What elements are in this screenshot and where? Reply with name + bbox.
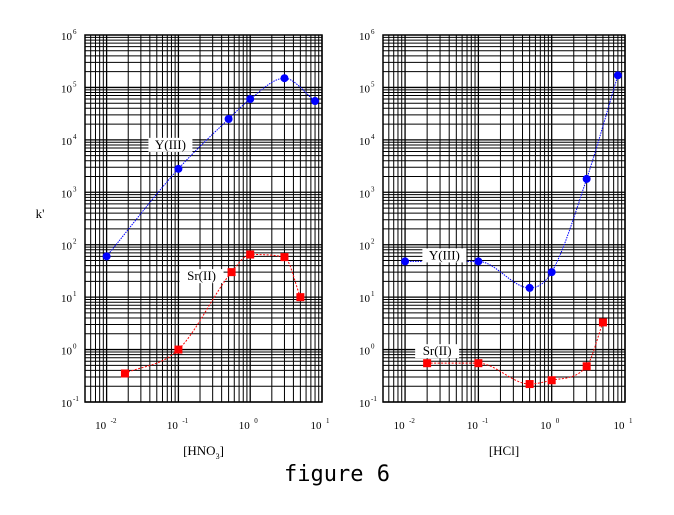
data-point — [423, 359, 432, 368]
y-tick-label-exponent: 4 — [371, 133, 375, 141]
y-tick-label-exponent: 5 — [73, 80, 77, 88]
data-point — [525, 380, 534, 389]
data-point — [174, 164, 183, 173]
x-tick-label-exponent: 0 — [556, 417, 560, 425]
x-tick-label-exponent: -1 — [482, 417, 488, 425]
y-tick-label: 10 — [61, 188, 73, 200]
x-tick-label-exponent: -2 — [409, 417, 415, 425]
y-tick-label-exponent: 4 — [73, 133, 77, 141]
data-point — [474, 257, 483, 266]
data-point — [246, 250, 255, 259]
y-tick-label-exponent: 3 — [371, 185, 375, 193]
x-tick-label: 10 — [311, 420, 323, 432]
y-tick-label: 10 — [359, 188, 371, 200]
series-line — [427, 322, 604, 385]
x-tick-label: 10 — [167, 420, 179, 432]
series-sr-ii: Sr(II) — [415, 318, 607, 389]
y-tick-label: 10 — [61, 241, 73, 253]
data-point — [613, 71, 622, 80]
series-line — [124, 254, 301, 374]
y-tick-label-exponent: 6 — [371, 28, 375, 36]
series-label: Y(III) — [429, 247, 460, 262]
series-label: Sr(II) — [187, 268, 216, 283]
x-tick-label-exponent: 1 — [629, 417, 633, 425]
series-y-iii: Y(III) — [401, 71, 622, 292]
data-point — [474, 359, 483, 368]
y-tick-label: 10 — [61, 31, 73, 43]
y-tick-label-exponent: 6 — [73, 28, 77, 36]
series-label-background — [179, 269, 224, 284]
x-tick-label-exponent: 1 — [326, 417, 330, 425]
series-label: Y(III) — [155, 137, 186, 152]
x-tick-label: 10 — [467, 420, 479, 432]
y-tick-label-exponent: 0 — [371, 343, 375, 351]
y-tick-label-exponent: 5 — [371, 80, 375, 88]
y-tick-label: 10 — [359, 136, 371, 148]
series-label-background — [422, 248, 467, 263]
series-label-background — [148, 137, 193, 152]
data-point — [582, 362, 591, 371]
plot-frame — [382, 34, 626, 403]
y-tick-label-exponent: 3 — [73, 185, 77, 193]
y-tick-label: 10 — [61, 398, 73, 410]
y-tick-label-exponent: 2 — [73, 238, 77, 246]
x-axis-label: [HNO3] — [183, 443, 224, 461]
y-tick-label: 10 — [61, 136, 73, 148]
data-point — [547, 268, 556, 277]
y-tick-label: 10 — [61, 346, 73, 358]
data-point — [120, 369, 129, 378]
y-tick-label-exponent: 2 — [371, 238, 375, 246]
chart-panel-2: 10 -2 10 -1 10 0 10 110 -110 010 110 210 310 410 510 6[… — [359, 28, 633, 458]
x-tick-label-exponent: 0 — [254, 417, 258, 425]
x-tick-label-exponent: -1 — [182, 417, 188, 425]
data-point — [224, 114, 233, 123]
figure-caption: figure 6 — [284, 462, 390, 487]
x-tick-label: 10 — [540, 420, 552, 432]
y-tick-label-exponent: 0 — [73, 343, 77, 351]
y-tick-label: 10 — [359, 83, 371, 95]
data-point — [582, 174, 591, 183]
y-tick-label: 10 — [61, 293, 73, 305]
y-tick-label-exponent: -1 — [371, 395, 377, 403]
y-tick-label: 10 — [61, 83, 73, 95]
data-point — [311, 97, 320, 106]
x-tick-label-exponent: -2 — [111, 417, 117, 425]
series-line — [106, 77, 316, 257]
gridlines — [84, 35, 323, 403]
y-tick-label: 10 — [359, 31, 371, 43]
data-point — [296, 293, 305, 302]
plot-frame — [84, 34, 323, 403]
data-point — [174, 345, 183, 354]
y-tick-label: 10 — [359, 293, 371, 305]
y-axis-label: k' — [36, 206, 45, 221]
y-tick-label-exponent: -1 — [73, 395, 79, 403]
x-tick-label: 10 — [95, 420, 107, 432]
data-point — [246, 95, 255, 104]
series-sr-ii: Sr(II) — [120, 250, 305, 378]
y-tick-label-exponent: 1 — [73, 290, 77, 298]
x-axis-label: [HCl] — [489, 443, 519, 458]
data-point — [525, 283, 534, 292]
gridlines — [382, 35, 626, 403]
chart-panel-1: 10 -2 10 -1 10 0 10 110 -110 010 110 210 310 410 510 6[… — [36, 28, 330, 461]
series-label: Sr(II) — [423, 343, 452, 358]
y-tick-label: 10 — [359, 398, 371, 410]
data-point — [280, 253, 289, 262]
data-point — [280, 74, 289, 83]
y-tick-label-exponent: 1 — [371, 290, 375, 298]
series-label-background — [415, 344, 460, 359]
data-point — [547, 376, 556, 385]
y-tick-label: 10 — [359, 241, 371, 253]
y-tick-label: 10 — [359, 346, 371, 358]
x-tick-label: 10 — [614, 420, 626, 432]
x-tick-label: 10 — [239, 420, 251, 432]
data-point — [401, 257, 410, 266]
data-point — [102, 252, 111, 261]
data-point — [598, 318, 607, 327]
data-point — [227, 268, 236, 277]
series-y-iii: Y(III) — [102, 74, 320, 261]
x-tick-label: 10 — [394, 420, 406, 432]
